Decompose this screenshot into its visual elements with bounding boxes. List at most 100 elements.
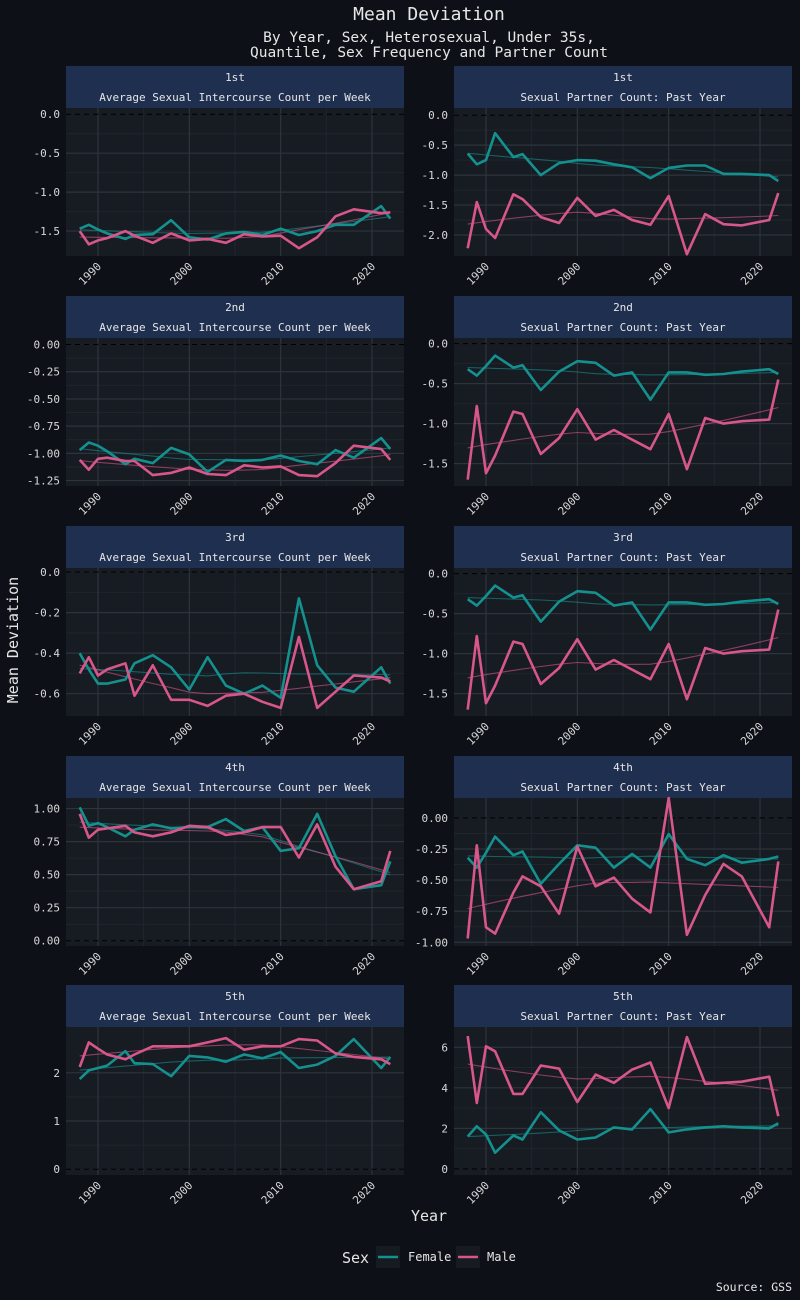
y-tick-label: 0 (53, 1163, 60, 1176)
y-tick-label: 0.00 (422, 812, 449, 825)
trend-line-female (79, 667, 391, 677)
series-line-female (466, 354, 779, 401)
x-axis-label: Year (411, 1207, 447, 1225)
y-tick-label: -0.4 (34, 647, 61, 660)
y-tick-label: -0.25 (415, 843, 448, 856)
facet-strip-measure: Sexual Partner Count: Past Year (520, 781, 726, 794)
y-tick-label: 0.0 (40, 108, 60, 121)
chart-title: Mean Deviation (353, 4, 505, 25)
series-line-female (466, 584, 779, 631)
facet-strip-measure: Average Sexual Intercourse Count per Wee… (99, 321, 371, 334)
facet-strip (66, 66, 404, 108)
panel-4th-intercourse: 4th Average Sexual Intercourse Count per … (34, 756, 404, 978)
facet-strip-measure: Average Sexual Intercourse Count per Wee… (99, 551, 371, 564)
y-tick-label: 4 (441, 1082, 448, 1095)
y-tick-label: -0.2 (34, 607, 61, 620)
facet-strip-quantile: 1st (225, 71, 245, 84)
series-line-male (466, 796, 780, 939)
facet-strip-quantile: 2nd (225, 301, 245, 314)
facet-strip (454, 296, 792, 338)
y-tick-label: 0.25 (34, 902, 61, 915)
facet-strip-quantile: 4th (225, 761, 245, 774)
y-tick-label: -0.25 (27, 366, 60, 379)
y-tick-label: -1.25 (27, 475, 60, 488)
y-tick-label: -0.75 (415, 905, 448, 918)
y-tick-label: 0.0 (428, 568, 448, 581)
y-tick-label: -1.0 (422, 169, 449, 182)
y-tick-label: -0.50 (415, 874, 448, 887)
legend-label-male: Male (487, 1250, 516, 1264)
series-line-female (466, 131, 780, 183)
facet-strip (66, 296, 404, 338)
series-line-female (78, 1037, 392, 1081)
y-tick-label: -0.5 (422, 608, 449, 621)
facet-strip-measure: Sexual Partner Count: Past Year (520, 551, 726, 564)
y-tick-label: -0.5 (422, 378, 449, 391)
facet-strip (66, 526, 404, 568)
y-tick-label: -1.5 (422, 199, 449, 212)
facet-strip-measure: Sexual Partner Count: Past Year (520, 321, 726, 334)
y-tick-label: 0.0 (428, 109, 448, 122)
facet-strip-quantile: 3rd (225, 531, 245, 544)
facet-strip (66, 985, 404, 1027)
facet-strip-quantile: 3rd (613, 531, 633, 544)
y-tick-label: 0 (441, 1163, 448, 1176)
y-tick-label: -1.0 (34, 186, 61, 199)
facet-strip-measure: Sexual Partner Count: Past Year (520, 91, 726, 104)
y-tick-label: 0.0 (428, 338, 448, 351)
series-line-male (78, 208, 391, 250)
series-line-female (78, 436, 392, 474)
facet-strip-quantile: 5th (613, 990, 633, 1003)
legend-title: Sex (342, 1249, 369, 1267)
series-line-male (466, 609, 780, 710)
y-tick-label: -1.0 (422, 648, 449, 661)
series-line-male (78, 635, 391, 710)
facet-strip (454, 756, 792, 798)
y-tick-label: 0.00 (34, 935, 61, 948)
series-line-male (466, 1035, 780, 1117)
legend-label-female: Female (408, 1250, 451, 1264)
y-tick-label: 2 (441, 1122, 448, 1135)
legend: Sex Female Male (342, 1246, 516, 1268)
series-line-male (466, 192, 780, 256)
y-tick-label: -0.6 (34, 688, 61, 701)
y-tick-label: -0.50 (27, 393, 60, 406)
y-axis-label: Mean Deviation (4, 577, 22, 703)
facet-strip (454, 66, 792, 108)
y-tick-label: -0.75 (27, 420, 60, 433)
y-tick-label: 0.0 (40, 566, 60, 579)
trend-line-male (79, 454, 391, 471)
chart-subtitle-line-2: Quantile, Sex Frequency and Partner Coun… (250, 45, 608, 61)
y-tick-label: 6 (441, 1041, 448, 1054)
y-tick-label: -2.0 (422, 229, 449, 242)
facet-strip-measure: Average Sexual Intercourse Count per Wee… (99, 1010, 371, 1023)
series-line-female (466, 1107, 779, 1154)
facet-strip (454, 985, 792, 1027)
facet-strip (66, 756, 404, 798)
facet-strip-quantile: 2nd (613, 301, 633, 314)
facet-strip-measure: Sexual Partner Count: Past Year (520, 1010, 726, 1023)
y-tick-label: -1.00 (27, 447, 60, 460)
facet-strip (454, 526, 792, 568)
facet-strip-measure: Average Sexual Intercourse Count per Wee… (99, 91, 371, 104)
y-tick-label: -1.00 (415, 936, 448, 949)
series-line-female (78, 597, 392, 700)
y-tick-label: -1.5 (422, 688, 449, 701)
y-tick-label: 0.75 (34, 836, 61, 849)
y-tick-label: -0.5 (422, 139, 449, 152)
y-tick-label: -1.5 (34, 225, 61, 238)
y-tick-label: -1.0 (422, 418, 449, 431)
facet-strip-quantile: 1st (613, 71, 633, 84)
panel-2nd-intercourse: 2nd Average Sexual Intercourse Count per … (27, 296, 404, 518)
series-line-male (78, 1036, 391, 1068)
y-tick-label: 0.00 (34, 339, 61, 352)
series-line-female (466, 832, 779, 886)
source-note: Source: GSS (716, 1280, 792, 1294)
chart-subtitle-line-1: By Year, Sex, Heterosexual, Under 35s, (263, 30, 595, 46)
facet-strip-measure: Average Sexual Intercourse Count per Wee… (99, 781, 371, 794)
